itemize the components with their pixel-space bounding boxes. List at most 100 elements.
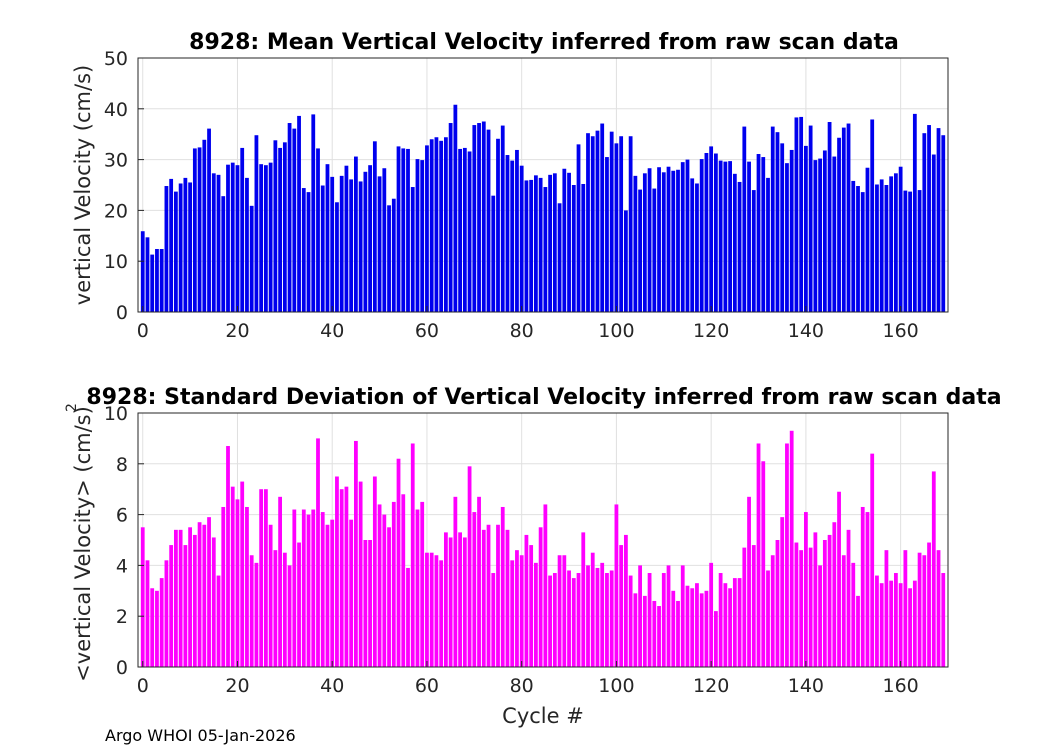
mean-bar bbox=[785, 163, 789, 312]
std-xtick-label: 40 bbox=[320, 675, 344, 697]
mean-bar bbox=[576, 144, 581, 312]
mean-bar bbox=[335, 202, 339, 312]
std-bar bbox=[704, 590, 709, 667]
mean-bar bbox=[567, 172, 571, 312]
mean-bar bbox=[624, 210, 628, 312]
std-bar bbox=[254, 562, 259, 667]
mean-bar bbox=[519, 165, 524, 312]
std-ytick-label: 0 bbox=[116, 657, 128, 679]
mean-bar bbox=[666, 166, 671, 312]
std-bar bbox=[690, 588, 695, 667]
mean-bar bbox=[808, 125, 813, 313]
std-bar bbox=[609, 570, 614, 667]
std-ytick-label: 4 bbox=[116, 555, 128, 577]
mean-bar bbox=[410, 187, 415, 312]
std-bar bbox=[396, 458, 401, 667]
mean-bar bbox=[936, 128, 941, 312]
mean-bar bbox=[240, 147, 245, 312]
mean-bar bbox=[605, 157, 609, 312]
std-bar bbox=[301, 509, 306, 667]
std-bar bbox=[846, 529, 851, 667]
std-bar bbox=[756, 443, 761, 667]
mean-bar bbox=[889, 176, 894, 312]
mean-bar bbox=[235, 165, 240, 312]
mean-bar bbox=[856, 186, 860, 312]
mean-bar bbox=[642, 173, 647, 312]
mean-bar bbox=[548, 174, 552, 312]
mean-bar bbox=[590, 136, 595, 312]
std-bar bbox=[387, 527, 391, 667]
mean-bar bbox=[491, 195, 496, 312]
mean-bar bbox=[775, 132, 780, 312]
std-bar bbox=[676, 600, 680, 667]
std-bar bbox=[188, 527, 192, 667]
mean-bar bbox=[638, 189, 642, 312]
std-bar bbox=[728, 588, 732, 667]
std-bar bbox=[666, 565, 671, 667]
std-bar bbox=[197, 522, 202, 667]
std-bar bbox=[590, 552, 595, 667]
mean-bar bbox=[439, 140, 444, 312]
mean-velocity-panel: 8928: Mean Vertical Velocity inferred fr… bbox=[71, 30, 949, 342]
std-bar bbox=[865, 512, 870, 667]
mean-bar bbox=[448, 123, 453, 312]
std-bar bbox=[737, 578, 742, 667]
mean-bar bbox=[704, 152, 709, 312]
mean-bar bbox=[477, 123, 481, 312]
mean-bar bbox=[581, 183, 586, 312]
std-bar bbox=[406, 567, 410, 667]
mean-bar bbox=[600, 123, 605, 312]
mean-bar bbox=[349, 179, 354, 312]
std-bar bbox=[818, 565, 822, 667]
mean-xtick-label: 0 bbox=[137, 320, 149, 342]
mean-bar bbox=[372, 141, 377, 312]
std-bar bbox=[339, 489, 344, 667]
std-ytick-label: 8 bbox=[116, 454, 128, 476]
mean-xtick-label: 140 bbox=[788, 320, 824, 342]
std-bar bbox=[680, 565, 685, 667]
std-bar bbox=[410, 443, 415, 667]
std-bar bbox=[927, 542, 931, 667]
std-xtick-label: 20 bbox=[225, 675, 249, 697]
std-bar bbox=[155, 590, 159, 667]
std-bar bbox=[368, 540, 372, 667]
mean-bar bbox=[770, 126, 775, 312]
mean-bar bbox=[908, 191, 912, 312]
mean-bar bbox=[434, 137, 439, 312]
std-bar bbox=[538, 527, 543, 667]
std-bar bbox=[192, 534, 197, 667]
mean-bar bbox=[761, 157, 766, 312]
std-bar bbox=[884, 550, 889, 667]
mean-bar bbox=[287, 123, 292, 312]
std-xtick-label: 60 bbox=[415, 675, 439, 697]
mean-ytick-label: 20 bbox=[104, 200, 128, 222]
std-bar bbox=[647, 573, 652, 667]
std-xtick-label: 0 bbox=[137, 675, 149, 697]
mean-bar bbox=[732, 173, 737, 312]
std-bar bbox=[619, 545, 624, 667]
std-bar bbox=[941, 573, 946, 667]
mean-bar bbox=[453, 104, 458, 313]
std-bar bbox=[652, 600, 657, 667]
mean-xtick-label: 60 bbox=[415, 320, 439, 342]
std-xtick-label: 120 bbox=[693, 675, 729, 697]
mean-bar bbox=[382, 168, 387, 312]
std-bar bbox=[287, 565, 292, 667]
mean-bar bbox=[221, 196, 226, 312]
mean-bar bbox=[282, 142, 287, 312]
std-bar bbox=[453, 496, 458, 667]
mean-bar bbox=[259, 164, 264, 312]
std-bar bbox=[766, 570, 770, 667]
mean-bar bbox=[358, 181, 363, 312]
mean-bar bbox=[316, 148, 320, 312]
mean-bar bbox=[699, 159, 704, 312]
std-bar bbox=[671, 590, 676, 667]
std-bar bbox=[742, 547, 747, 667]
std-bar bbox=[316, 438, 320, 667]
std-bar bbox=[278, 496, 282, 667]
std-bar bbox=[434, 555, 439, 667]
std-bar bbox=[875, 575, 879, 667]
std-bar bbox=[358, 481, 363, 667]
std-bar bbox=[259, 489, 264, 667]
mean-bar bbox=[789, 149, 794, 312]
